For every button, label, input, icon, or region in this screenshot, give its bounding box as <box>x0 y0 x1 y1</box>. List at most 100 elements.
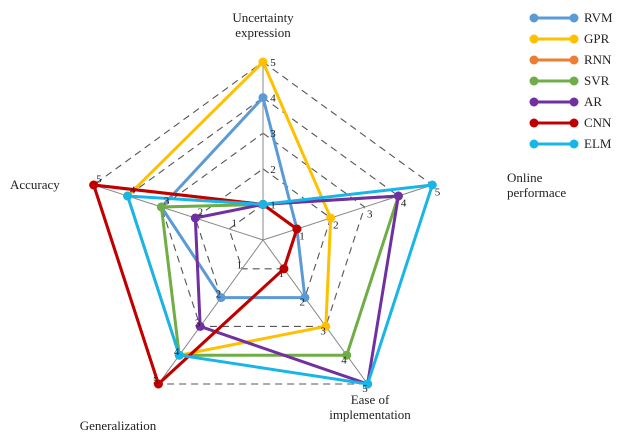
data-point <box>300 293 310 303</box>
legend-marker <box>569 34 579 44</box>
axis-label: Accuracy <box>10 177 60 192</box>
data-point <box>174 350 184 360</box>
legend-marker <box>529 34 539 44</box>
axis-spoke <box>262 239 369 385</box>
tick-label: 3 <box>367 209 373 221</box>
axis-spoke <box>262 184 433 241</box>
legend-label: RVM <box>584 10 613 25</box>
legend: RVM GPR RNN SVR AR CNN ELM <box>529 10 613 151</box>
tick-label: 5 <box>153 375 159 387</box>
data-point <box>258 199 268 209</box>
axis-spoke <box>157 239 264 385</box>
grid-ring-1 <box>228 203 298 270</box>
axis-labels: Uncertainty expression Online performace Eas… <box>10 10 566 433</box>
tick-label: 3 <box>270 128 276 140</box>
tick-label: 4 <box>174 346 180 358</box>
tick-label: 4 <box>341 354 347 366</box>
series-line-rvm <box>159 94 307 300</box>
legend-marker <box>569 139 579 149</box>
legend-label: GPR <box>584 31 610 46</box>
axis-label: Online performace <box>507 170 566 200</box>
legend-marker <box>569 13 579 23</box>
data-point <box>258 57 268 67</box>
axis-label: Uncertainty expression <box>232 10 294 40</box>
tick-label: 2 <box>299 297 305 309</box>
tick-label: 3 <box>195 317 201 329</box>
legend-marker <box>529 13 539 23</box>
tick-label: 4 <box>130 184 136 196</box>
series-line-cnn <box>91 183 299 387</box>
tick-label: 5 <box>270 57 276 69</box>
legend-item-ar: AR <box>529 94 602 109</box>
legend-item-rvm: RVM <box>529 10 613 25</box>
axis-label: Ease of implementation <box>329 392 411 422</box>
tick-label: 2 <box>198 206 204 218</box>
tick-label: 5 <box>362 383 368 395</box>
tick-label: 3 <box>164 195 170 207</box>
series-cnn <box>89 180 302 389</box>
tick-label: 5 <box>96 173 102 185</box>
grid-ring-5 <box>93 61 433 385</box>
data-point <box>123 191 133 201</box>
grid-ring-4 <box>126 96 400 356</box>
data-point <box>153 379 163 389</box>
grid-ring-3 <box>160 132 366 327</box>
legend-item-elm: ELM <box>529 136 612 151</box>
data-point <box>195 321 205 331</box>
series-line-gpr <box>125 59 333 357</box>
tick-label: 2 <box>333 220 339 232</box>
data-point <box>156 202 166 212</box>
data-point <box>190 213 200 223</box>
tick-label: 4 <box>401 198 407 210</box>
data-point <box>258 93 268 103</box>
legend-label: SVR <box>584 73 610 88</box>
series-line-elm <box>125 183 435 386</box>
legend-item-gpr: GPR <box>529 31 610 46</box>
tick-label: 1 <box>299 231 305 243</box>
legend-marker <box>569 118 579 128</box>
tick-label: 2 <box>270 164 276 176</box>
tick-label: 2 <box>216 289 222 301</box>
legend-marker <box>529 76 539 86</box>
radar-grid <box>93 61 433 385</box>
legend-label: CNN <box>584 115 612 130</box>
radar-series <box>89 57 437 389</box>
legend-item-rnn: RNN <box>529 52 612 67</box>
tick-label: 1 <box>270 199 276 211</box>
tick-label: 1 <box>279 268 285 280</box>
legend-marker <box>569 55 579 65</box>
legend-item-svr: SVR <box>529 73 610 88</box>
legend-item-cnn: CNN <box>529 115 612 130</box>
data-point <box>427 180 437 190</box>
data-point <box>393 191 403 201</box>
legend-marker <box>529 118 539 128</box>
tick-label: 4 <box>270 93 276 105</box>
legend-marker <box>529 55 539 65</box>
series-elm <box>123 180 437 389</box>
tick-label: 1 <box>237 260 243 272</box>
axis-spoke <box>93 184 264 241</box>
legend-label: RNN <box>584 52 612 67</box>
data-point <box>321 321 331 331</box>
tick-label: 1 <box>232 217 238 229</box>
series-ar <box>190 191 403 389</box>
legend-label: ELM <box>584 136 612 151</box>
tick-label: 3 <box>320 326 326 338</box>
tick-label: 5 <box>435 187 441 199</box>
axis-label: Generalization <box>80 418 157 433</box>
series-line-ar <box>193 194 401 386</box>
data-point <box>292 224 302 234</box>
radial-tick-labels: 1 1 1 1 1 2 2 2 2 2 3 3 3 3 3 4 4 4 4 4 5 5 5 5 5 <box>96 57 441 395</box>
data-point <box>279 264 289 274</box>
legend-label: AR <box>584 94 602 109</box>
series-gpr <box>123 57 336 360</box>
data-point <box>342 350 352 360</box>
legend-marker <box>569 97 579 107</box>
legend-marker <box>569 76 579 86</box>
legend-marker <box>529 97 539 107</box>
legend-marker <box>529 139 539 149</box>
data-point <box>89 180 99 190</box>
data-point <box>363 379 373 389</box>
data-point <box>326 213 336 223</box>
